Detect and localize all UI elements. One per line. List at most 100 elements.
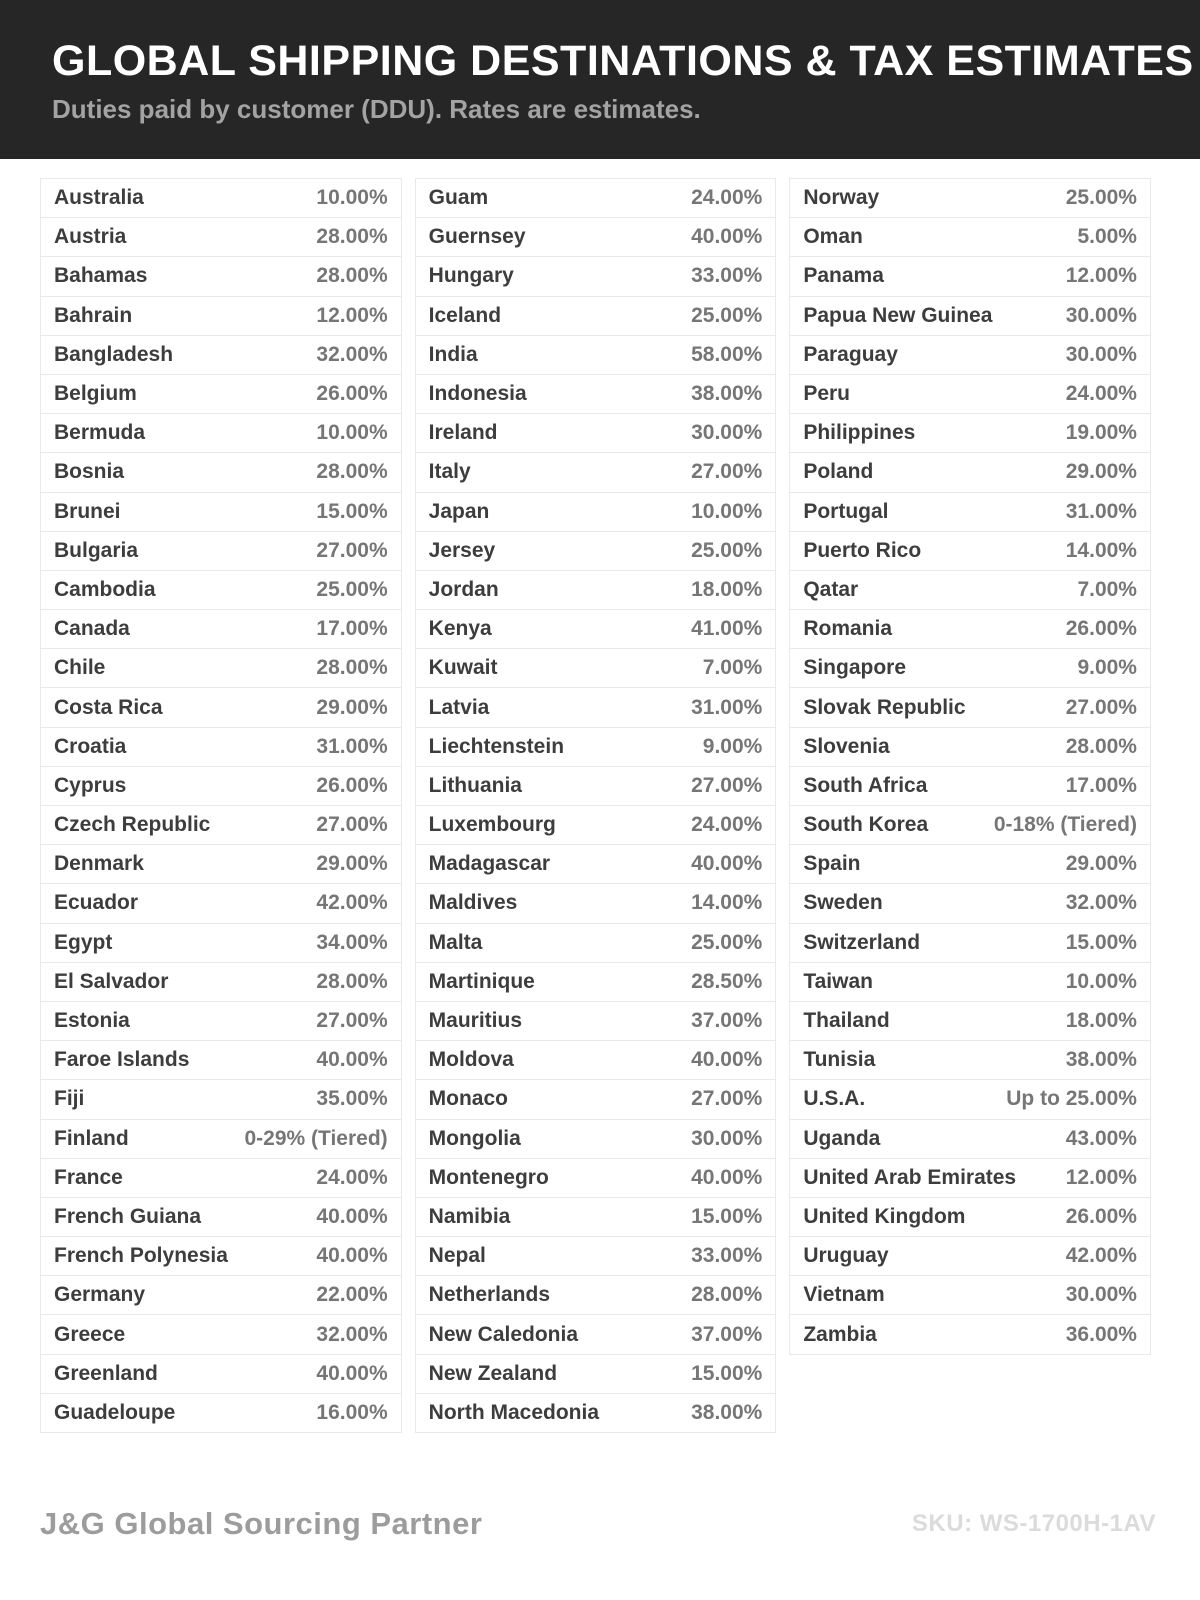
tax-rate-value: 38.00% bbox=[691, 382, 763, 406]
table-row: Luxembourg 24.00% bbox=[415, 806, 776, 846]
table-row: Romania 26.00% bbox=[790, 610, 1150, 650]
country-name: Bangladesh bbox=[54, 342, 174, 366]
table-row: Bermuda 10.00% bbox=[41, 414, 401, 454]
table-row: Paraguay 30.00% bbox=[790, 336, 1150, 375]
table-row: Canada 17.00% bbox=[41, 610, 401, 650]
table-row: Chile 28.00% bbox=[41, 649, 401, 689]
table-row: Kenya 41.00% bbox=[415, 610, 776, 650]
table-row: French Polynesia 40.00% bbox=[41, 1237, 401, 1277]
country-name: Papua New Guinea bbox=[803, 303, 993, 327]
tax-rate-value: 29.00% bbox=[316, 695, 388, 719]
country-name: Luxembourg bbox=[428, 813, 556, 837]
tax-rate-value: 28.50% bbox=[691, 969, 763, 993]
table-row: Moldova 40.00% bbox=[415, 1041, 776, 1081]
brand-name: J&G Global Sourcing Partner bbox=[40, 1506, 483, 1541]
table-row: Thailand 18.00% bbox=[790, 1002, 1150, 1042]
country-name: Netherlands bbox=[428, 1283, 551, 1307]
tax-rate-value: 28.00% bbox=[316, 969, 388, 993]
table-row: Puerto Rico 14.00% bbox=[790, 532, 1150, 571]
table-row: Bahamas 28.00% bbox=[41, 257, 401, 297]
table-row: Oman 5.00% bbox=[790, 218, 1150, 258]
country-name: Belgium bbox=[54, 382, 137, 406]
tax-rate-value: 15.00% bbox=[691, 1204, 763, 1228]
table-row: North Macedonia 38.00% bbox=[415, 1394, 776, 1433]
country-name: Panama bbox=[803, 264, 884, 288]
table-row: South Africa 17.00% bbox=[790, 767, 1150, 806]
rates-column-2: Guam 24.00% Guernsey 40.00% Hungary 33.00% Ice… bbox=[414, 178, 777, 1433]
tax-rate-value: 27.00% bbox=[691, 1087, 763, 1111]
table-row: Kuwait 7.00% bbox=[415, 649, 776, 689]
table-row: Slovak Republic 27.00% bbox=[790, 688, 1150, 728]
table-row: Sweden 32.00% bbox=[790, 884, 1150, 924]
tax-rate-value: 14.00% bbox=[691, 891, 763, 915]
country-name: Czech Republic bbox=[54, 813, 211, 837]
country-name: Norway bbox=[803, 186, 880, 210]
country-name: United Arab Emirates bbox=[803, 1165, 1017, 1189]
page-subtitle: Duties paid by customer (DDU). Rates are… bbox=[52, 94, 701, 125]
rates-column-1: Australia 10.00% Austria 28.00% Bahamas 28.00… bbox=[40, 178, 402, 1433]
tax-rate-value: 40.00% bbox=[691, 1048, 763, 1072]
country-name: Japan bbox=[428, 499, 490, 523]
tax-rate-value: 10.00% bbox=[1065, 969, 1137, 993]
country-name: Portugal bbox=[803, 499, 889, 523]
tax-rate-value: 26.00% bbox=[316, 382, 388, 406]
tax-rate-value: 30.00% bbox=[1065, 303, 1137, 327]
tax-rate-value: 28.00% bbox=[691, 1283, 763, 1307]
country-name: Bulgaria bbox=[54, 538, 139, 562]
table-row: Montenegro 40.00% bbox=[415, 1159, 776, 1198]
table-row: Japan 10.00% bbox=[415, 493, 776, 532]
tax-rate-value: 29.00% bbox=[1065, 852, 1137, 876]
country-name: Vietnam bbox=[803, 1283, 885, 1307]
country-name: Brunei bbox=[54, 499, 121, 523]
country-name: Iceland bbox=[428, 303, 502, 327]
tax-rate-value: 40.00% bbox=[691, 852, 763, 876]
country-name: Romania bbox=[803, 617, 893, 641]
tax-rate-value: 42.00% bbox=[316, 891, 388, 915]
table-row: Portugal 31.00% bbox=[790, 493, 1150, 532]
country-name: Thailand bbox=[803, 1009, 890, 1033]
tax-rate-value: 41.00% bbox=[691, 617, 763, 641]
header-banner: GLOBAL SHIPPING DESTINATIONS & TAX ESTIM… bbox=[0, 0, 1200, 160]
table-row: Ireland 30.00% bbox=[415, 414, 776, 454]
table-row: Tunisia 38.00% bbox=[790, 1041, 1150, 1081]
table-row: Poland 29.00% bbox=[790, 453, 1150, 493]
tax-rate-value: 36.00% bbox=[1065, 1322, 1137, 1346]
country-name: Denmark bbox=[54, 852, 144, 876]
country-name: Chile bbox=[54, 656, 106, 680]
table-row: Czech Republic 27.00% bbox=[41, 806, 401, 846]
tax-rate-value: 30.00% bbox=[691, 1126, 763, 1150]
tax-rate-value: 7.00% bbox=[1077, 577, 1137, 601]
table-row: Italy 27.00% bbox=[415, 453, 776, 493]
tax-rate-value: 37.00% bbox=[691, 1322, 763, 1346]
tax-rate-value: 16.00% bbox=[316, 1400, 388, 1424]
tax-rate-value: 10.00% bbox=[691, 499, 763, 523]
table-row: Germany 22.00% bbox=[41, 1276, 401, 1316]
table-row: South Korea 0-18% (Tiered) bbox=[790, 806, 1150, 846]
tax-rate-value: 32.00% bbox=[316, 1322, 388, 1346]
table-row: France 24.00% bbox=[41, 1159, 401, 1198]
tax-rate-value: 40.00% bbox=[316, 1204, 388, 1228]
table-row: Netherlands 28.00% bbox=[415, 1276, 776, 1316]
table-row: Norway 25.00% bbox=[790, 179, 1150, 219]
table-row: New Caledonia 37.00% bbox=[415, 1315, 776, 1355]
country-name: Croatia bbox=[54, 734, 127, 758]
country-name: Nepal bbox=[428, 1244, 486, 1268]
tax-rate-value: 28.00% bbox=[316, 656, 388, 680]
tax-rate-value: 32.00% bbox=[316, 342, 388, 366]
country-name: Kuwait bbox=[428, 656, 498, 680]
country-name: Guadeloupe bbox=[54, 1400, 176, 1424]
table-row: Bulgaria 27.00% bbox=[41, 532, 401, 571]
country-name: Peru bbox=[803, 382, 851, 406]
country-name: Singapore bbox=[803, 656, 907, 680]
table-row: Mauritius 37.00% bbox=[415, 1002, 776, 1042]
country-name: Germany bbox=[54, 1283, 146, 1307]
table-row: Bosnia 28.00% bbox=[41, 453, 401, 493]
table-row: New Zealand 15.00% bbox=[415, 1355, 776, 1394]
table-row: Nepal 33.00% bbox=[415, 1237, 776, 1277]
country-name: Lithuania bbox=[428, 773, 522, 797]
country-name: Montenegro bbox=[428, 1165, 549, 1189]
tax-rate-value: 17.00% bbox=[316, 617, 388, 641]
tax-rate-value: Up to 25.00% bbox=[1006, 1087, 1137, 1111]
table-row: Costa Rica 29.00% bbox=[41, 688, 401, 728]
tax-rate-value: 10.00% bbox=[316, 421, 388, 445]
